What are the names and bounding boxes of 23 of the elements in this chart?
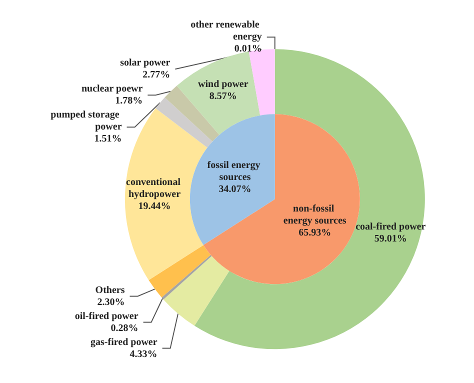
data-label: 4.33%: [130, 348, 158, 360]
data-label: 1.78%: [115, 96, 143, 107]
data-label: 2.30%: [97, 296, 125, 308]
slice-label: solar power: [120, 58, 171, 69]
slice-label: gas-fired power: [90, 336, 158, 348]
data-label: 2.77%: [142, 70, 170, 81]
slice-label: oil-fired power: [74, 310, 139, 322]
data-label: 65.93%: [298, 227, 332, 238]
slice-label: non-fossil energy sources: [283, 203, 346, 226]
slice-label: wind power: [198, 78, 249, 90]
data-label: 8.57%: [209, 90, 237, 102]
data-label: 59.01%: [374, 233, 407, 244]
data-label: 19.44%: [138, 200, 171, 212]
slice-label: Others: [95, 284, 125, 296]
slice-label: pumped storage power: [50, 110, 122, 133]
slice-label: conventional hydropower: [126, 176, 183, 200]
slice-label: other renewable energy: [190, 20, 262, 43]
data-label: 0.28%: [110, 322, 138, 334]
slice-label: fossil energy sources: [207, 160, 263, 183]
data-label: 0.01%: [234, 44, 262, 55]
slice-label: nuclear poewr: [81, 84, 144, 95]
data-label: 34.07%: [218, 184, 252, 195]
data-label: 1.51%: [94, 134, 122, 145]
